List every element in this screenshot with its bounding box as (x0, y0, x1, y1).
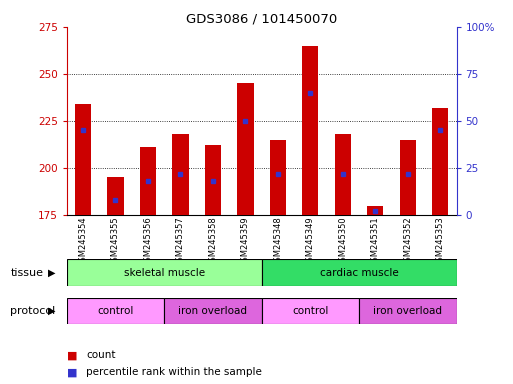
Bar (205, 146, 221, 215)
Bar (302, 46, 319, 215)
Text: count: count (86, 350, 116, 360)
Text: iron overload: iron overload (373, 306, 442, 316)
Text: skeletal muscle: skeletal muscle (124, 268, 205, 278)
Text: ■: ■ (67, 367, 77, 377)
Bar (75, 104, 91, 215)
Bar (367, 206, 383, 215)
Text: control: control (97, 306, 133, 316)
Bar (400, 140, 416, 215)
Text: percentile rank within the sample: percentile rank within the sample (86, 367, 262, 377)
Bar (432, 108, 448, 215)
Bar (67, 259, 262, 286)
Bar (237, 83, 253, 215)
Text: protocol: protocol (10, 306, 55, 316)
Bar (262, 259, 457, 286)
Text: control: control (292, 306, 328, 316)
Text: ▶: ▶ (48, 268, 55, 278)
Bar (334, 134, 351, 215)
Bar (107, 177, 124, 215)
Text: cardiac muscle: cardiac muscle (320, 268, 399, 278)
Bar (270, 140, 286, 215)
Text: iron overload: iron overload (179, 306, 247, 316)
Bar (67, 298, 164, 324)
Text: tissue: tissue (10, 268, 43, 278)
Title: GDS3086 / 101450070: GDS3086 / 101450070 (186, 13, 337, 26)
Text: ■: ■ (67, 350, 77, 360)
Bar (172, 134, 188, 215)
Bar (262, 298, 359, 324)
Bar (164, 298, 262, 324)
Bar (140, 147, 156, 215)
Text: ▶: ▶ (48, 306, 55, 316)
Bar (359, 298, 457, 324)
